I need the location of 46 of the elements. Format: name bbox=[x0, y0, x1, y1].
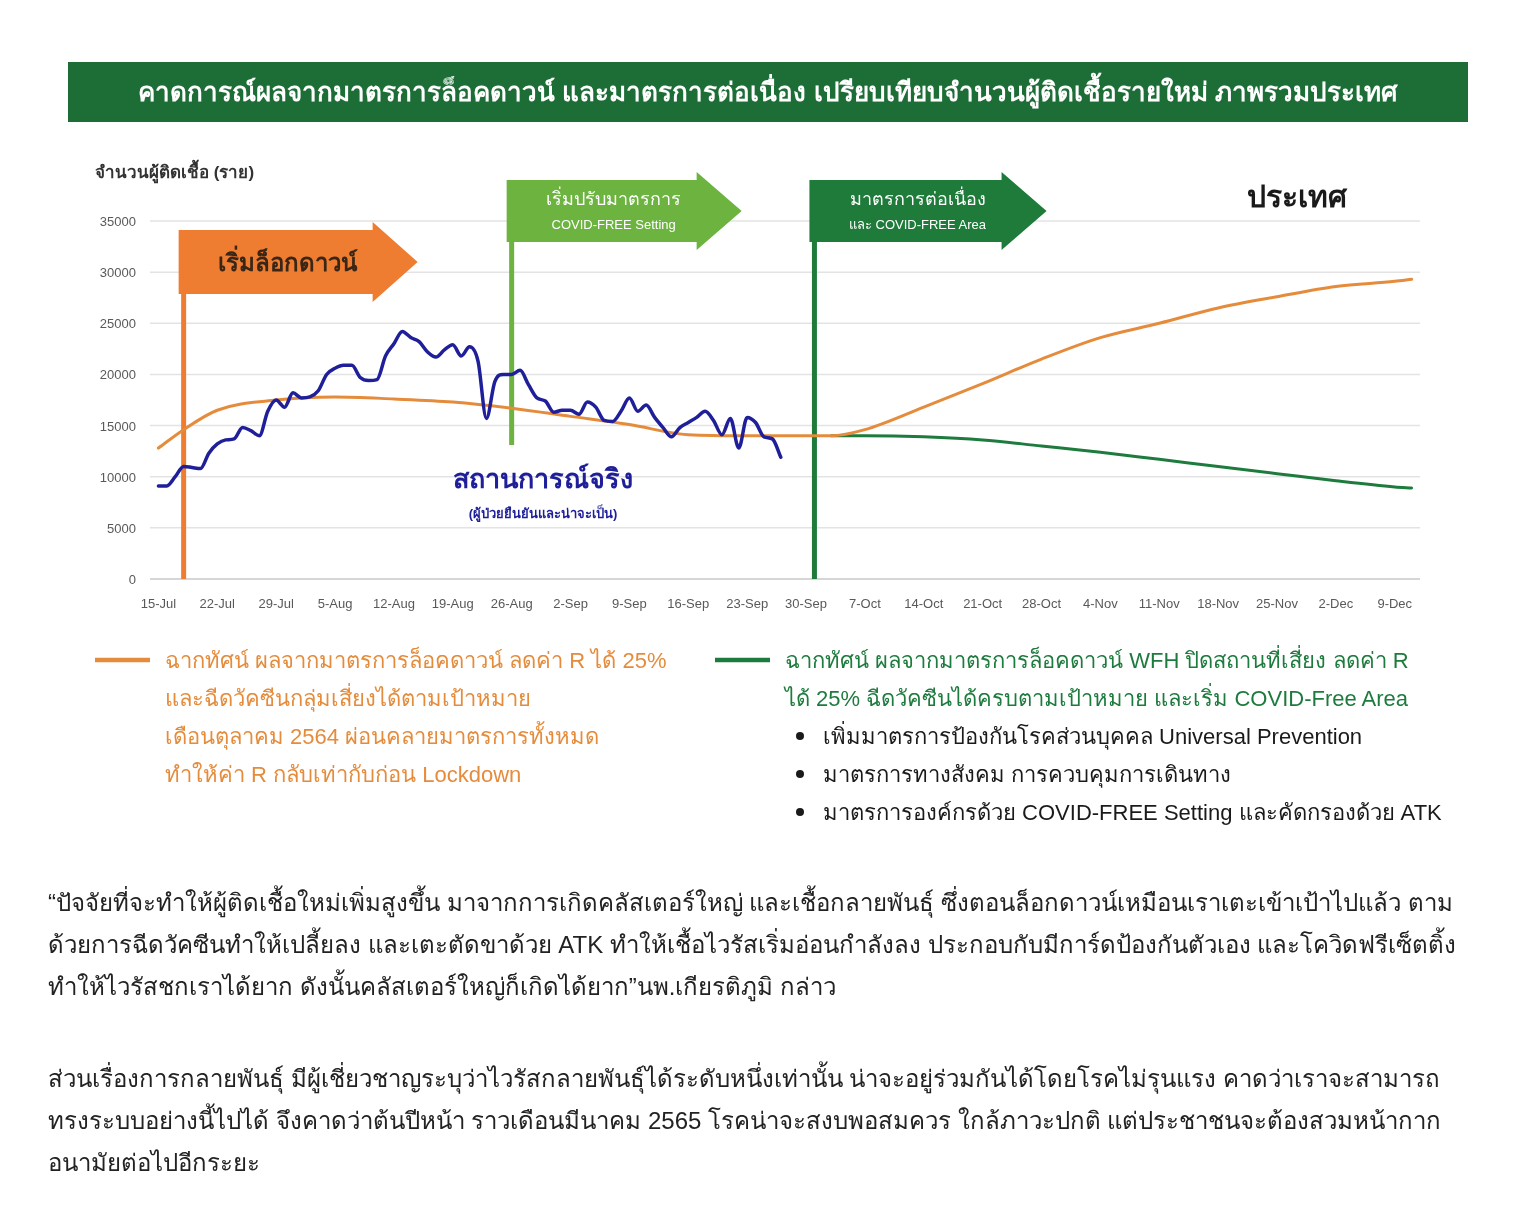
y-tick-label: 0 bbox=[128, 572, 136, 587]
y-tick-label: 25000 bbox=[99, 316, 136, 332]
x-tick-label: 12-Aug bbox=[372, 596, 415, 611]
y-tick-label: 15000 bbox=[99, 418, 136, 434]
x-tick-label: 5-Aug bbox=[317, 596, 353, 611]
x-tick-label: 2-Dec bbox=[1318, 596, 1354, 611]
ref-line-label: เริ่มล็อกดาวน์ bbox=[218, 245, 359, 276]
x-tick-label: 30-Sep bbox=[785, 596, 827, 611]
y-tick-label: 20000 bbox=[99, 367, 136, 383]
x-tick-label: 14-Oct bbox=[904, 596, 944, 611]
line-series bbox=[156, 277, 1414, 450]
y-tick-label: 35000 bbox=[99, 214, 136, 229]
x-tick-label: 22-Jul bbox=[199, 596, 236, 611]
y-tick-label: 5000 bbox=[107, 520, 136, 536]
text: “ปัจจัยที่จะทำให้ผู้ติดเชื้อใหม่เพิ่มสูงขึ้น มาจากการเกิดคลัสเตอร์ใหญ่ และเชื้อกลายพันธุ์ ซึ่งตอนล็อกดาวน์เหมือนเราเตะเข้าเป้าไปแล้ว ตามด้วยการฉีดวัคซีนทำให้เปลี้ยลง และเตะตัดขาด้วย ATK ทำให้เชื้อไวรัสเริ่มอ่อนกำลังลง ประกอบกับมีการ์ดป้องกันตัวเอง และโควิดฟรีเซ็ตติ้ง ทำให้ไวรัสชกเราได้ยาก ดังนั้นคลัสเตอร์ใหญ่ก็เกิดได้ยาก”นพ.เกียรติภูมิ กล่าว bbox=[48, 884, 1458, 1004]
text: เพิ่มมาตรการป้องกันโรคส่วนบุคคล Universal Prevention bbox=[823, 721, 1363, 750]
series-label: สถานการณ์จริง (ผู้ป่วยยืนยันและน่าจะเป็น) bbox=[453, 463, 633, 522]
line-series bbox=[156, 329, 783, 488]
x-tick-label: 28-Oct bbox=[1022, 596, 1062, 611]
x-tick-label: 29-Jul bbox=[258, 596, 294, 611]
x-tick-label: 9-Sep bbox=[612, 596, 647, 611]
ref-line-label: มาตรการต่อเนื่อง และ COVID-FREE Area bbox=[848, 186, 987, 232]
y-axis-title: จำนวนผู้ติดเชื้อ (ราย) bbox=[95, 159, 255, 184]
x-tick-label: 2-Sep bbox=[553, 596, 588, 611]
text: มาตรการองค์กรด้วย COVID-FREE Setting และคัดกรองด้วย ATK bbox=[823, 800, 1443, 825]
x-tick-label: 25-Nov bbox=[1256, 596, 1299, 611]
x-tick-label: 7-Oct bbox=[849, 596, 882, 611]
text: มาตรการทางสังคม การควบคุมการเดินทาง bbox=[823, 762, 1232, 788]
x-tick-label: 18-Nov bbox=[1197, 596, 1240, 611]
x-tick-label: 11-Nov bbox=[1138, 596, 1181, 611]
text: ประเทศ bbox=[1247, 180, 1348, 213]
x-tick-label: 23-Sep bbox=[726, 596, 769, 611]
x-tick-label: 15-Jul bbox=[140, 596, 177, 611]
y-tick-label: 30000 bbox=[99, 265, 136, 281]
x-tick-label: 19-Aug bbox=[431, 596, 474, 611]
text: ส่วนเรื่องการกลายพันธุ์ มีผู้เชี่ยวชาญระบุว่าไวรัสกลายพันธุ์ได้ระดับหนึ่งเท่านั้น น่าจะอยู่ร่วมกันได้โดยโรคไม่รุนแรง คาดว่าเราจะสามารถทรงระบบอย่างนี้ไปได้ จึงคาดว่าต้นปีหน้า ราวเดือนมีนาคม 2565 โรคน่าจะสงบพอสมควร ใกล้ภาวะปกติ แต่ประชาชนจะต้องสวมหน้ากากอนามัยต่อไปอีกระยะ bbox=[48, 1060, 1443, 1178]
ref-line-label: เริ่มปรับมาตรการ COVID-FREE Setting bbox=[546, 186, 682, 232]
legend-label: ฉากทัศน์ ผลจากมาตรการล็อคดาวน์ ลดค่า R ได้ 25% และฉีดวัคซีนกลุ่มเสี่ยงได้ตามเป้าหมาย เดือนตุลาคม 2564 ผ่อนคลายมาตรการทั้งหมด ทำให้ค่า R กลับเท่ากับก่อน Lockdown bbox=[165, 646, 667, 787]
y-tick-label: 10000 bbox=[99, 469, 136, 485]
x-tick-label: 26-Aug bbox=[490, 596, 533, 611]
x-tick-label: 16-Sep bbox=[667, 596, 710, 611]
x-tick-label: 21-Oct bbox=[963, 596, 1003, 611]
x-tick-label: 4-Nov bbox=[1083, 596, 1119, 611]
x-tick-label: 9-Dec bbox=[1377, 596, 1413, 611]
chart-title: คาดการณ์ผลจากมาตรการล็อคดาวน์ และมาตรการต่อเนื่อง เปรียบเทียบจำนวนผู้ติดเชื้อรายใหม่ ภาพรวมประเทศ bbox=[138, 72, 1398, 109]
legend-label: ฉากทัศน์ ผลจากมาตรการล็อคดาวน์ WFH ปิดสถานที่เสี่ยง ลดค่า R ได้ 25% ฉีดวัคซีนได้ครบตามเป้าหมาย และเริ่ม COVID-Free Area bbox=[783, 645, 1409, 711]
